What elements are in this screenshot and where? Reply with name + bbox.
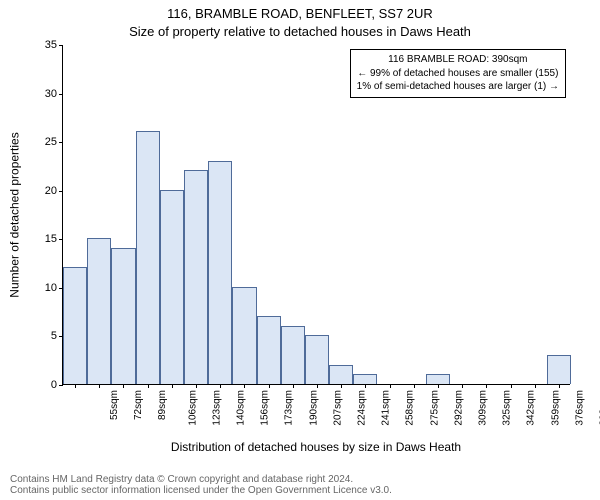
x-tick-label: 241sqm bbox=[381, 390, 392, 426]
x-tick-mark bbox=[123, 384, 124, 388]
x-tick-mark bbox=[511, 384, 512, 388]
y-tick-label: 0 bbox=[17, 379, 63, 391]
x-tick-mark bbox=[486, 384, 487, 388]
x-tick-mark bbox=[269, 384, 270, 388]
chart-plot-area: 116 BRAMBLE ROAD: 390sqm ← 99% of detach… bbox=[62, 45, 570, 385]
x-tick-label: 224sqm bbox=[357, 390, 368, 426]
y-tick-mark bbox=[59, 142, 63, 143]
histogram-bar bbox=[136, 131, 160, 384]
footer-line-2: Contains public sector information licen… bbox=[10, 485, 600, 496]
y-tick-label: 35 bbox=[17, 39, 63, 51]
x-tick-label: 72sqm bbox=[133, 390, 144, 420]
x-tick-label: 106sqm bbox=[187, 390, 198, 426]
y-tick-mark bbox=[59, 45, 63, 46]
x-tick-mark bbox=[148, 384, 149, 388]
x-tick-mark bbox=[341, 384, 342, 388]
x-tick-mark bbox=[244, 384, 245, 388]
y-tick-label: 30 bbox=[17, 88, 63, 100]
y-tick-mark bbox=[59, 94, 63, 95]
histogram-bar bbox=[547, 355, 571, 384]
histogram-bar bbox=[111, 248, 135, 384]
x-tick-label: 190sqm bbox=[308, 390, 319, 426]
histogram-bar bbox=[281, 326, 305, 384]
footer-line-1: Contains HM Land Registry data © Crown c… bbox=[10, 474, 600, 485]
x-tick-label: 275sqm bbox=[429, 390, 440, 426]
x-tick-mark bbox=[414, 384, 415, 388]
histogram-bar bbox=[160, 190, 184, 384]
y-tick-mark bbox=[59, 288, 63, 289]
y-tick-label: 15 bbox=[17, 233, 63, 245]
x-tick-label: 292sqm bbox=[453, 390, 464, 426]
x-tick-label: 156sqm bbox=[260, 390, 271, 426]
x-tick-label: 376sqm bbox=[574, 390, 585, 426]
y-tick-label: 5 bbox=[17, 330, 63, 342]
x-tick-mark bbox=[172, 384, 173, 388]
x-tick-label: 359sqm bbox=[550, 390, 561, 426]
histogram-bar bbox=[257, 316, 281, 384]
histogram-bar bbox=[353, 374, 377, 384]
x-tick-mark bbox=[75, 384, 76, 388]
annotation-line-2: ← 99% of detached houses are smaller (15… bbox=[357, 67, 559, 81]
x-tick-mark bbox=[365, 384, 366, 388]
y-tick-mark bbox=[59, 385, 63, 386]
y-tick-mark bbox=[59, 239, 63, 240]
x-tick-mark bbox=[535, 384, 536, 388]
histogram-bar bbox=[305, 335, 329, 384]
annotation-line-3: 1% of semi-detached houses are larger (1… bbox=[357, 80, 559, 94]
annotation-box: 116 BRAMBLE ROAD: 390sqm ← 99% of detach… bbox=[350, 49, 566, 98]
x-tick-mark bbox=[390, 384, 391, 388]
y-tick-label: 20 bbox=[17, 185, 63, 197]
x-tick-label: 258sqm bbox=[405, 390, 416, 426]
x-tick-label: 123sqm bbox=[211, 390, 222, 426]
x-tick-mark bbox=[293, 384, 294, 388]
annotation-line-1: 116 BRAMBLE ROAD: 390sqm bbox=[357, 53, 559, 67]
y-tick-mark bbox=[59, 336, 63, 337]
x-tick-mark bbox=[317, 384, 318, 388]
x-tick-label: 325sqm bbox=[502, 390, 513, 426]
histogram-bar bbox=[426, 374, 450, 384]
histogram-bar bbox=[329, 365, 353, 384]
x-tick-mark bbox=[438, 384, 439, 388]
histogram-bar bbox=[87, 238, 111, 384]
x-tick-mark bbox=[462, 384, 463, 388]
address-title: 116, BRAMBLE ROAD, BENFLEET, SS7 2UR bbox=[0, 6, 600, 21]
x-tick-mark bbox=[99, 384, 100, 388]
x-tick-mark bbox=[196, 384, 197, 388]
x-tick-mark bbox=[220, 384, 221, 388]
subtitle: Size of property relative to detached ho… bbox=[0, 24, 600, 39]
y-tick-mark bbox=[59, 191, 63, 192]
x-tick-label: 55sqm bbox=[109, 390, 120, 420]
y-tick-label: 25 bbox=[17, 136, 63, 148]
x-tick-label: 309sqm bbox=[478, 390, 489, 426]
histogram-bar bbox=[208, 161, 232, 384]
x-tick-label: 207sqm bbox=[332, 390, 343, 426]
x-tick-label: 173sqm bbox=[284, 390, 295, 426]
y-tick-label: 10 bbox=[17, 282, 63, 294]
x-tick-label: 342sqm bbox=[526, 390, 537, 426]
footer: Contains HM Land Registry data © Crown c… bbox=[0, 474, 600, 496]
x-tick-label: 140sqm bbox=[236, 390, 247, 426]
histogram-bar bbox=[184, 170, 208, 384]
x-tick-mark bbox=[559, 384, 560, 388]
x-axis-label: Distribution of detached houses by size … bbox=[62, 440, 570, 454]
histogram-bar bbox=[232, 287, 256, 384]
histogram-bar bbox=[63, 267, 87, 384]
y-axis-label: Number of detached properties bbox=[8, 132, 22, 297]
x-tick-label: 89sqm bbox=[157, 390, 168, 420]
